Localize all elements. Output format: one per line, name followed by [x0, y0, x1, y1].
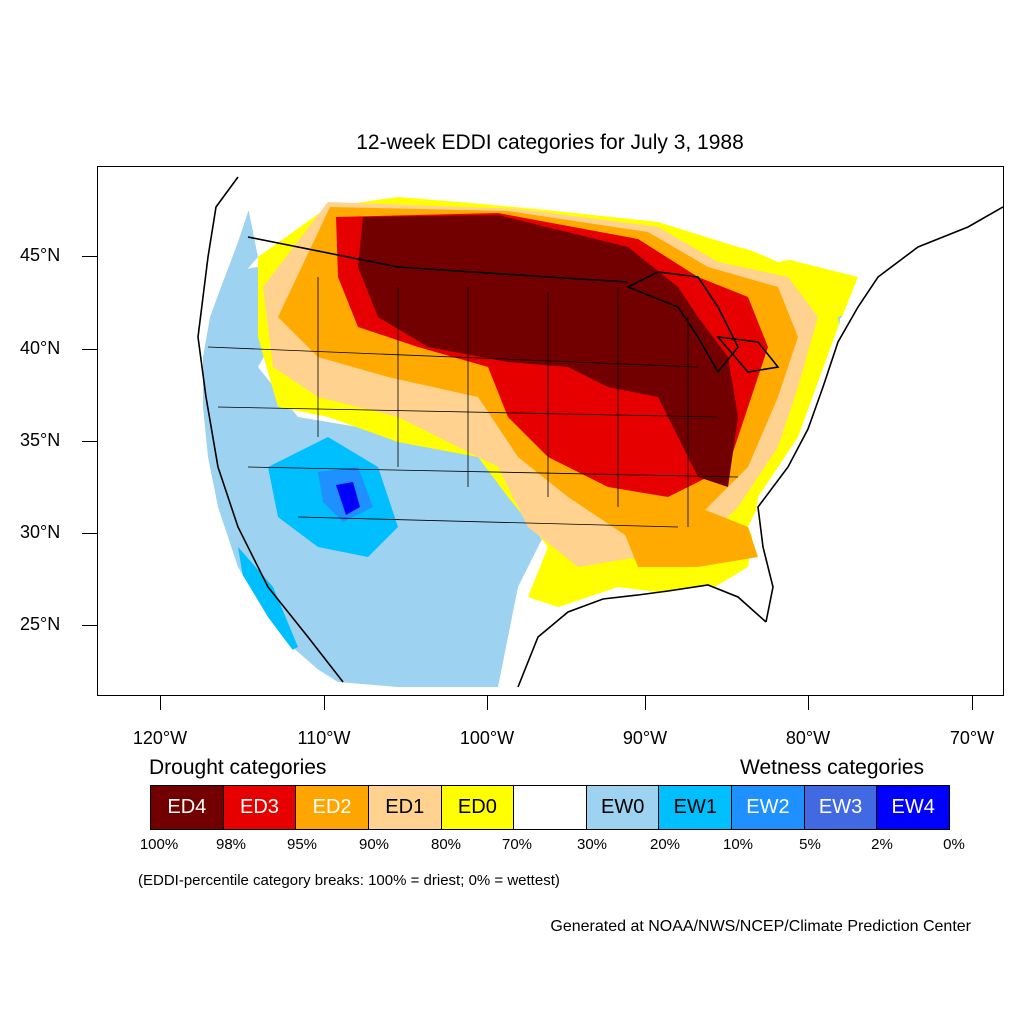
- break-label-5: 5%: [799, 836, 821, 853]
- lon-label-70: 70°W: [949, 728, 995, 748]
- lon-tick-100: [487, 696, 488, 710]
- break-label-10: 10%: [722, 836, 754, 853]
- legend-label-ed0: ED0: [457, 796, 497, 818]
- region-ew0-northeast: [838, 307, 873, 377]
- break-label-2: 2%: [871, 836, 893, 853]
- break-label-30: 30%: [576, 836, 608, 853]
- legend-box-ed3: ED3: [223, 786, 297, 829]
- map-frame: [97, 166, 1004, 696]
- lon-label-80: 80°W: [785, 728, 831, 748]
- legend-label-ed1: ED1: [385, 796, 425, 818]
- lat-tick-35: [82, 441, 97, 442]
- east-coast: [757, 206, 1003, 623]
- region-ew1-baja: [238, 547, 298, 657]
- wetness-heading: Wetness categories: [740, 756, 925, 779]
- legend-box-ew0: EW0: [586, 786, 660, 829]
- category-note: (EDDI-percentile category breaks: 100% =…: [138, 872, 560, 889]
- west-coast: [197, 176, 344, 683]
- canada-border: [247, 236, 629, 283]
- lon-label-90: 90°W: [622, 728, 668, 748]
- lon-label-120: 120°W: [132, 728, 188, 748]
- legend-label-ed3: ED3: [240, 796, 279, 818]
- lon-label-110: 110°W: [297, 728, 351, 748]
- legend-label-ew1: EW1: [673, 796, 717, 818]
- coastlines: [197, 176, 1003, 688]
- lat-tick-40: [82, 349, 97, 350]
- chart-title: 12-week EDDI categories for July 3, 1988: [356, 131, 744, 154]
- lat-label-30: 30°N: [20, 522, 61, 542]
- legend-box-neutral: [514, 786, 587, 829]
- legend-label-ew2: EW2: [746, 796, 790, 818]
- great-lakes: [626, 271, 780, 374]
- map-svg: [197, 176, 1003, 688]
- break-label-80: 80%: [430, 836, 462, 853]
- break-label-98: 98%: [215, 836, 247, 853]
- region-ew4-core: [336, 482, 360, 515]
- lat-tick-45: [82, 256, 97, 257]
- legend-box-ed2: ED2: [296, 786, 369, 829]
- credit-line: Generated at NOAA/NWS/NCEP/Climate Predi…: [550, 918, 971, 935]
- legend-box-ew1: EW1: [659, 786, 733, 829]
- legend-box-ew4: EW4: [877, 786, 950, 829]
- eddi-category-fill: [203, 197, 873, 687]
- drought-heading: Drought categories: [149, 756, 327, 779]
- lat-label-40: 40°N: [20, 338, 61, 358]
- legend-box-ed4: ED4: [151, 786, 224, 829]
- lon-tick-80: [808, 696, 809, 710]
- region-ew0-west: [203, 267, 568, 687]
- legend-box-ed0: ED0: [441, 786, 515, 829]
- lat-label-25: 25°N: [20, 614, 61, 634]
- legend-label-ed2: ED2: [312, 796, 352, 818]
- legend-box-ed1: ED1: [368, 786, 442, 829]
- break-label-0: 0%: [943, 836, 965, 853]
- lat-label-45: 45°N: [20, 245, 61, 265]
- legend-bar: ED4 ED3 ED2 ED1 ED0 EW0 EW1 EW2 EW3 EW4: [150, 785, 950, 830]
- legend-label-ew4: EW4: [891, 796, 935, 818]
- lat-tick-30: [82, 533, 97, 534]
- legend-label-ed4: ED4: [167, 796, 207, 818]
- break-label-70: 70%: [501, 836, 533, 853]
- legend-box-ew3: EW3: [804, 786, 878, 829]
- legend-box-ew2: EW2: [732, 786, 805, 829]
- state-borders: [207, 277, 739, 528]
- gulf-coast: [517, 584, 767, 688]
- lon-tick-120: [160, 696, 161, 710]
- lat-label-35: 35°N: [20, 430, 61, 450]
- break-label-20: 20%: [649, 836, 681, 853]
- region-ed2-southeast: [618, 507, 758, 567]
- lon-tick-90: [645, 696, 646, 710]
- break-label-90: 90%: [358, 836, 390, 853]
- lon-tick-110: [324, 696, 325, 710]
- break-label-100: 100%: [139, 836, 179, 853]
- legend-label-ew3: EW3: [818, 796, 863, 818]
- lat-tick-25: [82, 625, 97, 626]
- break-label-95: 95%: [286, 836, 318, 853]
- lon-tick-70: [972, 696, 973, 710]
- legend-label-ew0: EW0: [600, 796, 645, 818]
- lon-label-100: 100°W: [459, 728, 515, 748]
